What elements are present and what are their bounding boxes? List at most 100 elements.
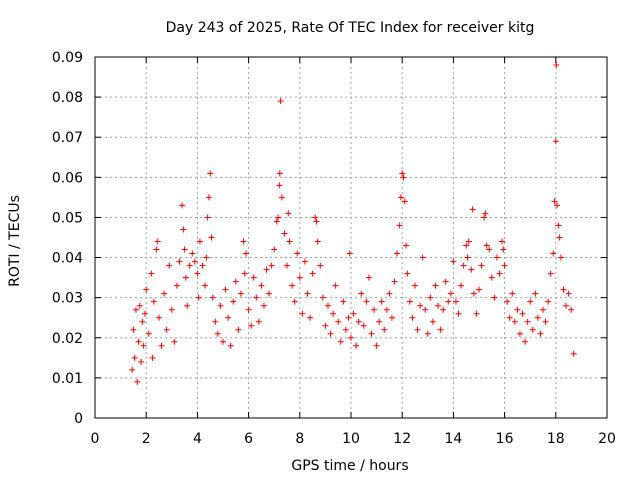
data-points	[129, 62, 577, 385]
data-point	[138, 358, 145, 365]
data-point	[240, 238, 247, 245]
data-point	[327, 330, 334, 337]
data-point	[173, 282, 180, 289]
data-point	[209, 294, 216, 301]
data-point	[404, 270, 411, 277]
data-point	[291, 298, 298, 305]
x-tick-label: 6	[244, 431, 253, 447]
data-point	[358, 290, 365, 297]
data-point	[191, 258, 198, 265]
data-point	[130, 326, 137, 333]
data-point	[136, 302, 143, 309]
data-point	[499, 238, 506, 245]
data-point	[156, 314, 162, 321]
data-point	[289, 282, 296, 289]
data-point	[266, 290, 273, 297]
data-point	[205, 194, 212, 201]
x-tick-label: 12	[393, 431, 411, 447]
data-point	[422, 306, 429, 313]
data-point	[154, 238, 161, 245]
data-point	[324, 302, 331, 309]
data-point	[465, 238, 472, 245]
data-point	[554, 202, 561, 209]
data-point	[204, 214, 211, 221]
data-point	[299, 310, 306, 317]
data-point	[135, 338, 142, 345]
data-point	[458, 282, 465, 289]
data-point	[403, 242, 410, 249]
data-point	[463, 242, 470, 249]
data-point	[560, 286, 567, 293]
data-point	[309, 270, 316, 277]
data-point	[481, 214, 488, 221]
data-point	[437, 326, 444, 333]
data-point	[255, 318, 262, 325]
data-point	[452, 298, 459, 305]
data-point	[307, 314, 314, 321]
y-tick-label: 0.03	[52, 291, 83, 307]
data-point	[368, 330, 375, 337]
data-point	[478, 262, 485, 269]
data-point	[314, 238, 321, 245]
data-point	[401, 198, 408, 205]
y-tick-label: 0.07	[52, 130, 83, 146]
data-point	[460, 262, 467, 269]
data-point	[273, 218, 280, 225]
data-point	[468, 266, 475, 273]
data-point	[268, 262, 275, 269]
data-point	[353, 342, 360, 349]
data-point	[253, 294, 260, 301]
data-point	[276, 182, 283, 189]
data-point	[153, 246, 160, 253]
data-point	[365, 274, 372, 281]
data-point	[179, 202, 186, 209]
data-point	[232, 278, 239, 285]
x-tick-label: 14	[444, 431, 462, 447]
data-point	[212, 318, 219, 325]
data-point	[163, 326, 170, 333]
data-point	[168, 306, 175, 313]
data-point	[214, 330, 221, 337]
data-point	[278, 194, 285, 201]
data-point	[542, 318, 549, 325]
x-tick-label: 8	[295, 431, 304, 447]
y-tick-label: 0.05	[52, 210, 83, 226]
data-point	[141, 310, 148, 317]
x-tick-label: 2	[142, 431, 151, 447]
data-point	[258, 282, 265, 289]
data-point	[537, 330, 544, 337]
data-point	[450, 258, 457, 265]
y-tick-label: 0.02	[52, 331, 83, 347]
data-point	[432, 282, 439, 289]
data-point	[440, 306, 447, 313]
data-point	[277, 98, 284, 105]
data-point	[376, 318, 383, 325]
data-point	[504, 298, 511, 305]
data-point	[399, 170, 406, 177]
data-point	[301, 258, 308, 265]
data-point	[203, 254, 210, 261]
x-tick-label: 4	[193, 431, 202, 447]
data-point	[322, 322, 329, 329]
x-tick-label: 20	[598, 431, 616, 447]
data-point	[555, 222, 562, 229]
data-point	[506, 314, 513, 321]
data-point	[417, 302, 424, 309]
data-point	[222, 286, 229, 293]
data-point	[260, 302, 267, 309]
data-point	[241, 270, 248, 277]
data-point	[488, 274, 495, 281]
data-point	[545, 298, 552, 305]
y-tick-label: 0.06	[52, 170, 83, 186]
data-point	[186, 262, 193, 269]
data-point	[145, 330, 152, 337]
data-point	[235, 326, 242, 333]
data-point	[470, 290, 477, 297]
data-point	[383, 306, 390, 313]
data-point	[312, 214, 319, 221]
data-point	[396, 222, 403, 229]
data-point	[131, 354, 138, 361]
data-point	[140, 342, 147, 349]
data-point	[455, 310, 462, 317]
